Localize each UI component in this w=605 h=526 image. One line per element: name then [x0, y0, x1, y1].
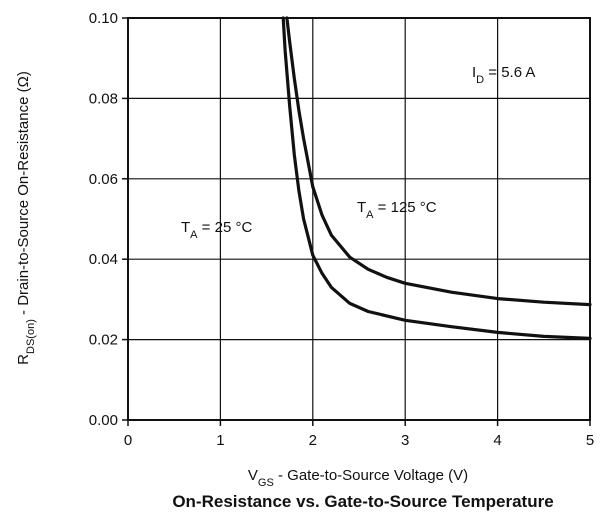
- x-axis-label: VGS - Gate-to-Source Voltage (V): [248, 467, 468, 489]
- annotation-temp-25: TA = 25 °C: [181, 219, 252, 241]
- x-tick-label: 4: [493, 432, 501, 449]
- x-tick-label: 0: [124, 432, 132, 449]
- x-tick-label: 5: [586, 432, 594, 449]
- y-tick-label: 0.02: [89, 332, 118, 349]
- y-axis-label: RDS(on) - Drain-to-Source On-Resistance …: [15, 71, 37, 365]
- grid: [122, 17, 591, 426]
- x-tick-label: 2: [309, 432, 317, 449]
- curves: [281, 16, 592, 340]
- x-tick-label: 1: [216, 432, 224, 449]
- plot-frame: [127, 17, 591, 421]
- tick-labels: 0 1 2 3 4 5 0.00 0.02 0.04 0.06 0.08 0.10: [89, 10, 594, 449]
- series-line-t25: [281, 16, 592, 340]
- y-tick-label: 0.04: [89, 251, 118, 268]
- annotation-temp-125: TA = 125 °C: [357, 199, 437, 221]
- annotation-drain-current: ID = 5.6 A: [472, 64, 535, 86]
- y-tick-label: 0.00: [89, 412, 118, 429]
- y-tick-label: 0.08: [89, 90, 118, 107]
- y-tick-label: 0.06: [89, 171, 118, 188]
- series-line-t125: [285, 16, 592, 307]
- chart-title: On-Resistance vs. Gate-to-Source Tempera…: [172, 492, 553, 511]
- y-tick-label: 0.10: [89, 10, 118, 27]
- x-tick-label: 3: [401, 432, 409, 449]
